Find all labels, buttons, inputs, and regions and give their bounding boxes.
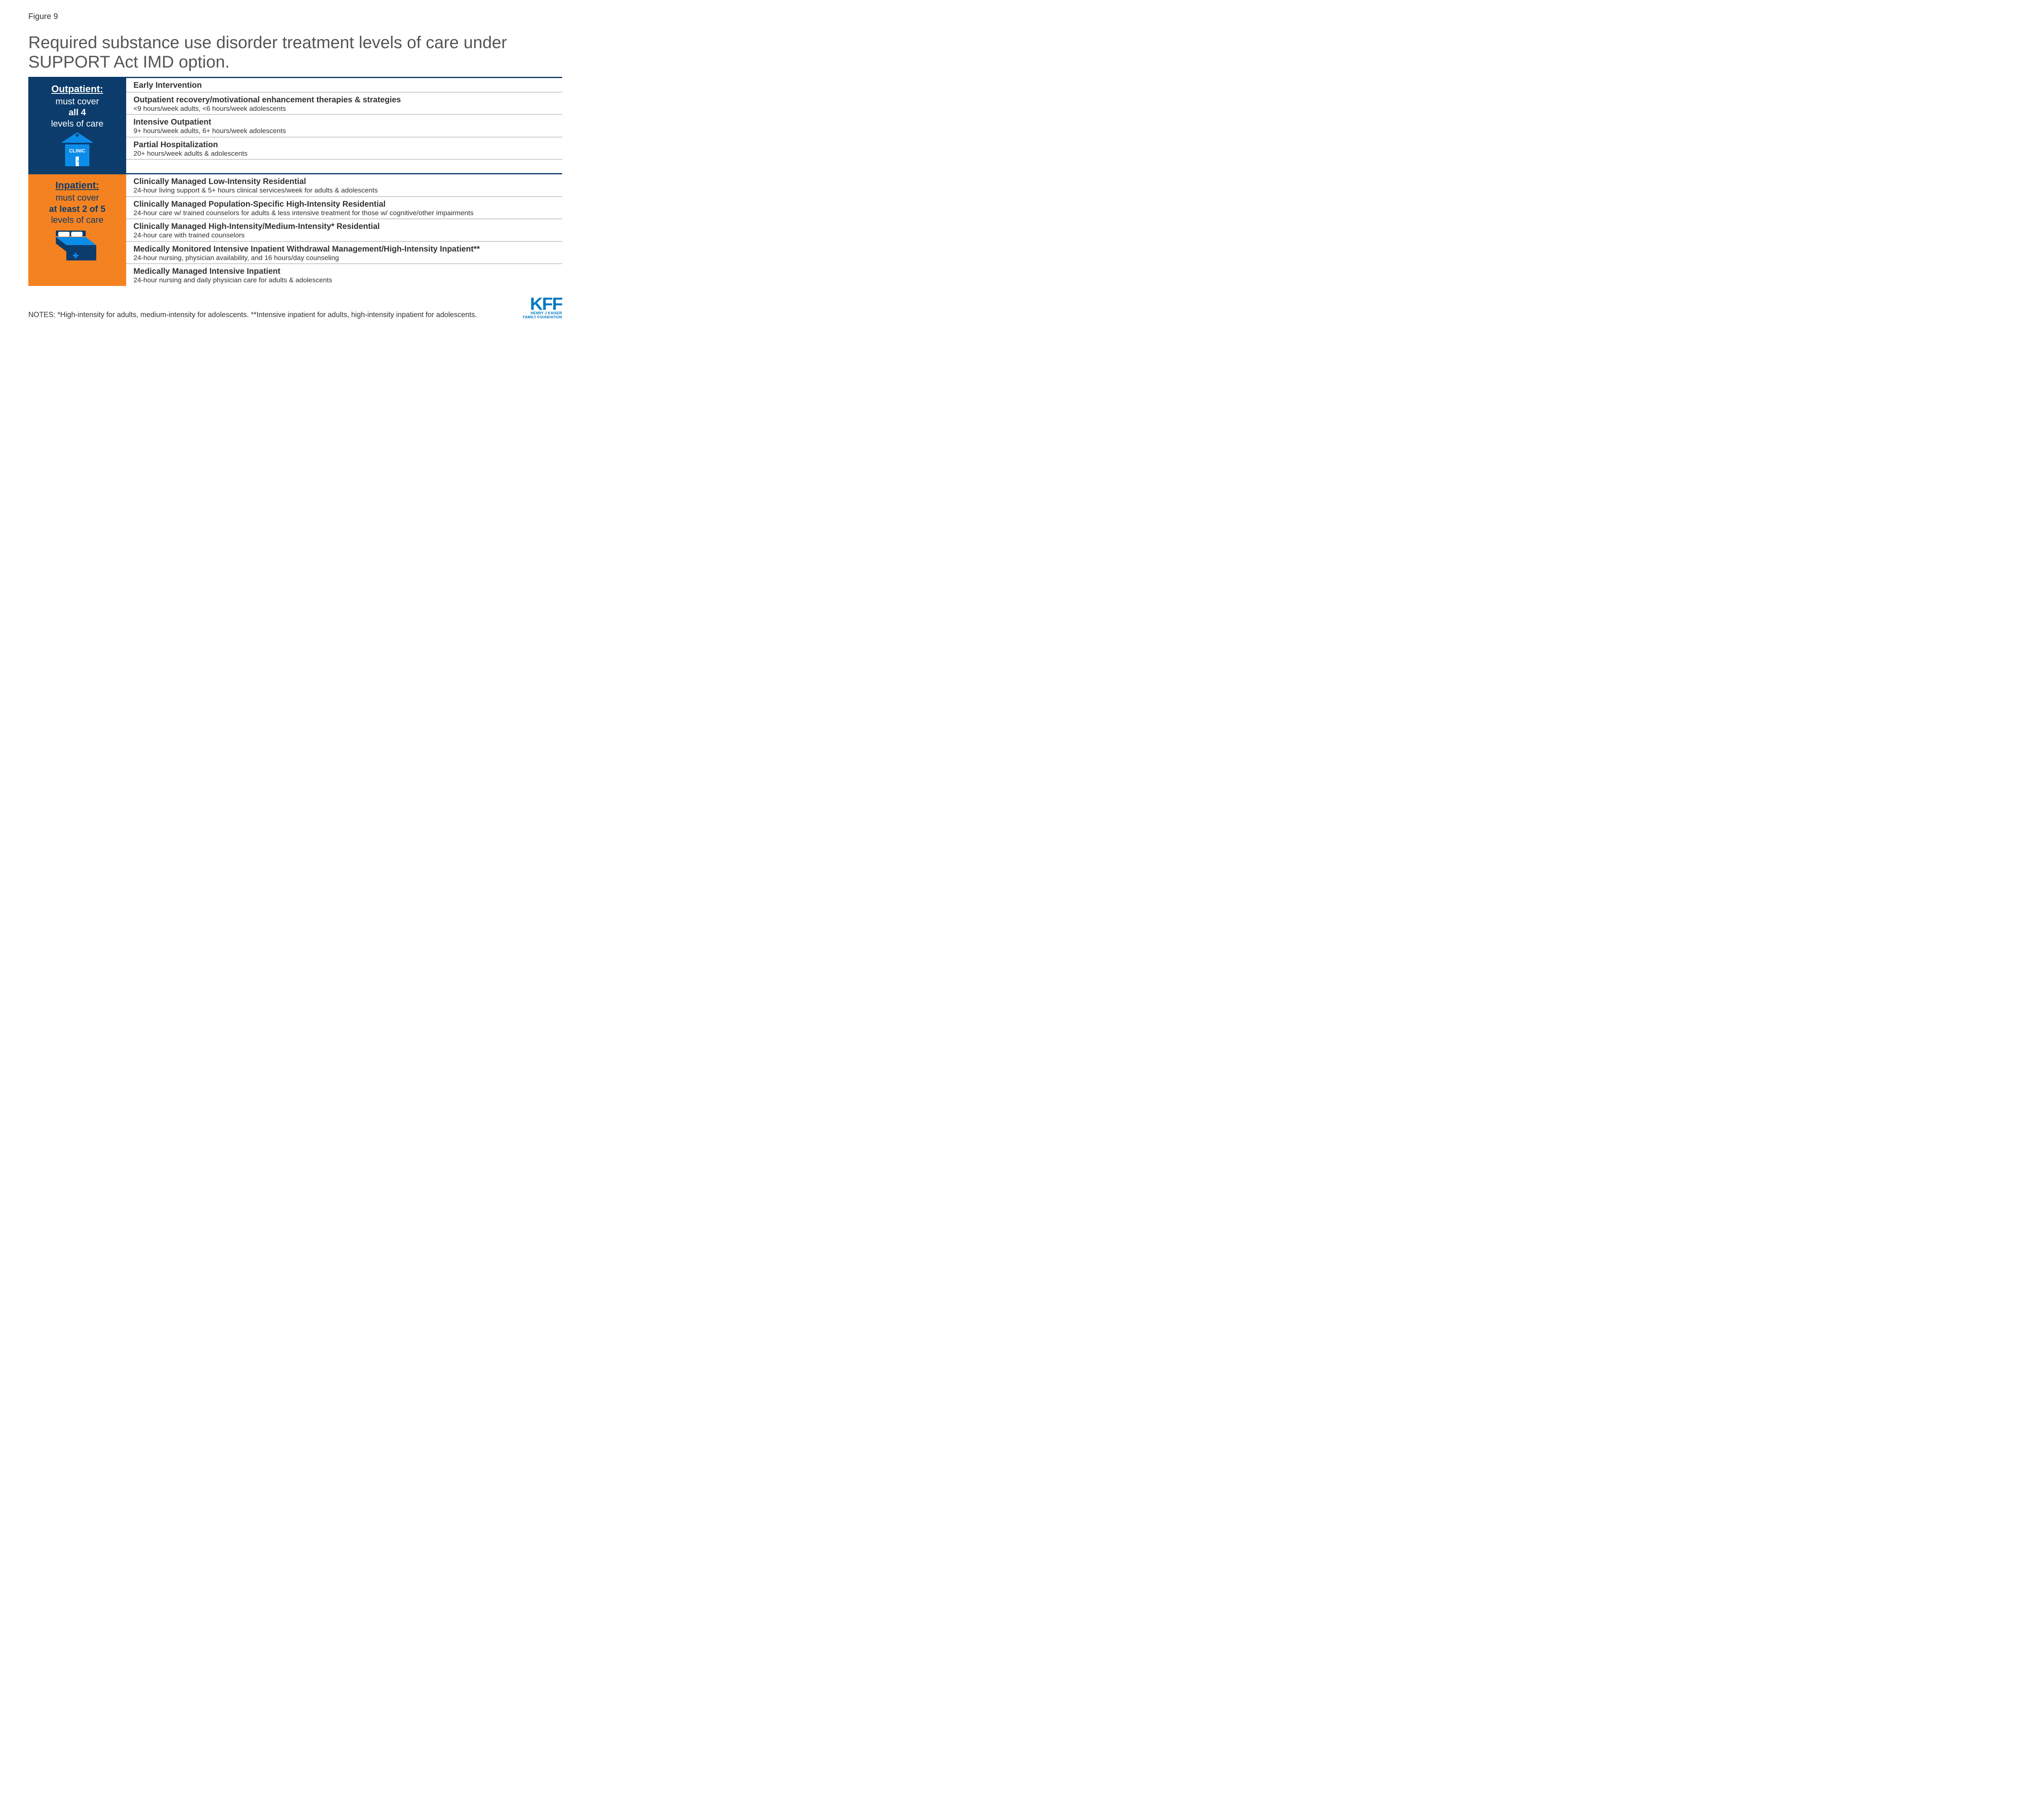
row-title: Early Intervention xyxy=(133,80,562,90)
svg-text:CLINIC: CLINIC xyxy=(69,148,85,154)
row-subtitle: 20+ hours/week adults & adolescents xyxy=(133,150,562,158)
table-row: Clinically Managed Low-Intensity Residen… xyxy=(126,174,562,197)
inpatient-heading: Inpatient: xyxy=(55,180,99,191)
table-row: Intensive Outpatient 9+ hours/week adult… xyxy=(126,115,562,138)
inpatient-section: Inpatient: must cover at least 2 of 5 le… xyxy=(28,173,562,286)
inpatient-line2: at least 2 of 5 xyxy=(49,203,105,215)
row-title: Partial Hospitalization xyxy=(133,140,562,150)
table-row-blank xyxy=(126,160,562,173)
table-row: Clinically Managed Population-Specific H… xyxy=(126,197,562,220)
hospital-bed-icon xyxy=(51,229,104,266)
table-row: Outpatient recovery/motivational enhance… xyxy=(126,93,562,115)
row-title: Medically Managed Intensive Inpatient xyxy=(133,267,562,276)
table-row: Medically Managed Intensive Inpatient 24… xyxy=(126,264,562,286)
row-subtitle: 24-hour care w/ trained counselors for a… xyxy=(133,209,562,217)
figure-label: Figure 9 xyxy=(28,12,562,21)
levels-table: Outpatient: must cover all 4 levels of c… xyxy=(28,77,562,286)
row-title: Intensive Outpatient xyxy=(133,117,562,127)
row-title: Medically Monitored Intensive Inpatient … xyxy=(133,244,562,254)
outpatient-line1: must cover xyxy=(55,96,99,107)
row-subtitle: 9+ hours/week adults, 6+ hours/week adol… xyxy=(133,127,562,135)
row-title: Clinically Managed High-Intensity/Medium… xyxy=(133,222,562,231)
row-title: Clinically Managed Population-Specific H… xyxy=(133,199,562,209)
row-title: Clinically Managed Low-Intensity Residen… xyxy=(133,177,562,186)
kff likes-logo: KFF HENRY J KAISER FAMILY FOUNDATION xyxy=(523,296,562,319)
row-subtitle: 24-hour nursing and daily physician care… xyxy=(133,276,562,284)
row-subtitle: 24-hour care with trained counselors xyxy=(133,231,562,239)
notes-text: NOTES: *High-intensity for adults, mediu… xyxy=(28,311,477,319)
table-row: Early Intervention xyxy=(126,78,562,93)
table-row: Clinically Managed High-Intensity/Medium… xyxy=(126,219,562,242)
logo-text: KFF xyxy=(523,296,562,311)
inpatient-line3: levels of care xyxy=(51,214,104,226)
clinic-building-icon: CLINIC xyxy=(58,132,97,169)
row-subtitle: 24-hour living support & 5+ hours clinic… xyxy=(133,186,562,195)
table-row: Partial Hospitalization 20+ hours/week a… xyxy=(126,138,562,160)
outpatient-header-cell: Outpatient: must cover all 4 levels of c… xyxy=(28,78,126,174)
row-title: Outpatient recovery/motivational enhance… xyxy=(133,95,562,105)
table-row: Medically Monitored Intensive Inpatient … xyxy=(126,242,562,265)
row-subtitle: <9 hours/week adults, <6 hours/week adol… xyxy=(133,105,562,113)
outpatient-line3: levels of care xyxy=(51,118,104,129)
outpatient-line2: all 4 xyxy=(69,107,86,118)
inpatient-header-cell: Inpatient: must cover at least 2 of 5 le… xyxy=(28,174,126,286)
inpatient-line1: must cover xyxy=(55,192,99,203)
logo-subtext-2: FAMILY FOUNDATION xyxy=(523,315,562,319)
outpatient-section: Outpatient: must cover all 4 levels of c… xyxy=(28,78,562,174)
inpatient-rows: Clinically Managed Low-Intensity Residen… xyxy=(126,174,562,286)
page-title: Required substance use disorder treatmen… xyxy=(28,33,562,72)
row-subtitle: 24-hour nursing, physician availability,… xyxy=(133,254,562,262)
outpatient-rows: Early Intervention Outpatient recovery/m… xyxy=(126,78,562,174)
outpatient-heading: Outpatient: xyxy=(51,84,103,95)
